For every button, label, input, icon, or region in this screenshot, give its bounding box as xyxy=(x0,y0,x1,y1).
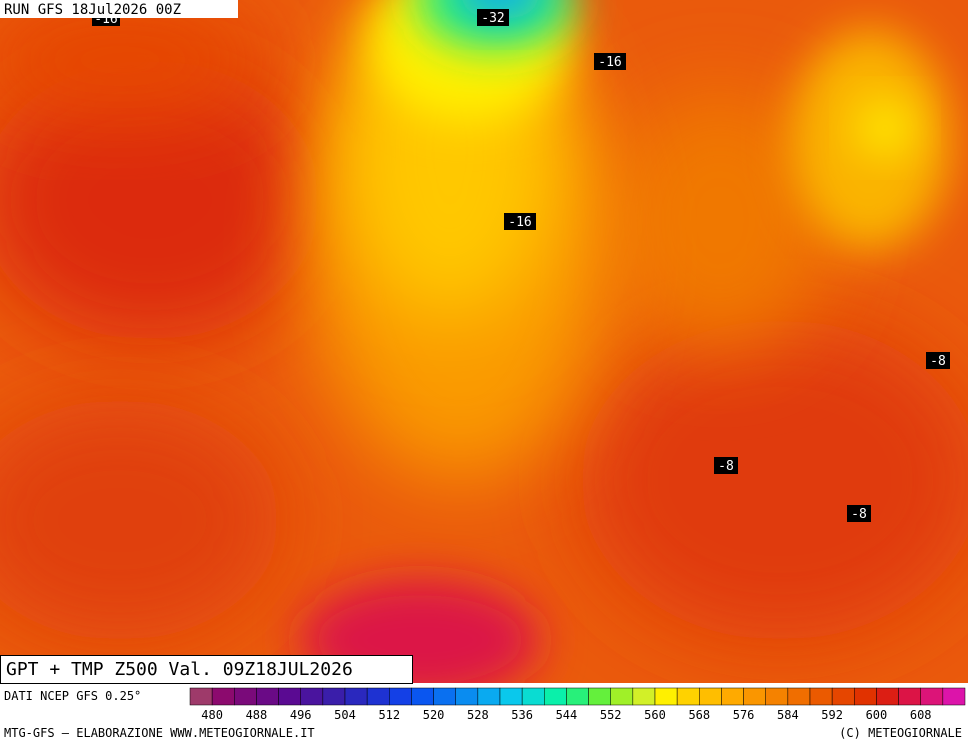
colorbar-label: 576 xyxy=(733,708,755,722)
colorbar-swatch xyxy=(366,687,390,706)
colorbar-label: 536 xyxy=(511,708,533,722)
colorbar-swatch xyxy=(920,687,944,706)
colorbar-label: 528 xyxy=(467,708,489,722)
contour-label: -8 xyxy=(847,505,871,522)
footer-title: GPT + TMP Z500 Val. 09Z18JUL2026 xyxy=(6,659,353,680)
colorbar-swatch xyxy=(499,687,523,706)
colorbar-swatch xyxy=(809,687,833,706)
colorbar-swatch xyxy=(411,687,434,706)
colorbar-label: 480 xyxy=(201,708,223,722)
copyright-label: (C) METEOGIORNALE xyxy=(839,726,962,740)
colorbar-swatch xyxy=(433,687,456,706)
source-label: DATI NCEP GFS 0.25° xyxy=(4,689,141,703)
map-field xyxy=(0,0,968,683)
colorbar-swatch xyxy=(322,687,346,706)
run-label: RUN GFS 18Jul2026 00Z xyxy=(4,2,181,18)
colorbar-label: 520 xyxy=(423,708,445,722)
colorbar-swatch xyxy=(898,687,921,706)
colorbar-swatch xyxy=(211,687,235,706)
colorbar-label: 544 xyxy=(556,708,578,722)
colorbar-label: 608 xyxy=(910,708,932,722)
contour-label: -16 xyxy=(504,213,536,230)
credit-label: MTG-GFS — ELABORAZIONE WWW.METEOGIORNALE… xyxy=(4,726,315,740)
colorbar-swatch xyxy=(566,687,589,706)
contour-label: -32 xyxy=(477,9,509,26)
colorbar-swatch xyxy=(344,687,368,706)
colorbar-swatch xyxy=(189,687,213,706)
colorbar-swatch xyxy=(721,687,744,706)
colorbar-label: 512 xyxy=(378,708,400,722)
colorbar-swatch xyxy=(632,687,656,706)
colorbar-swatch xyxy=(654,687,678,706)
title-box: GPT + TMP Z500 Val. 09Z18JUL2026 xyxy=(0,655,413,684)
colorbar-swatch xyxy=(765,687,789,706)
colorbar-swatch xyxy=(389,687,412,706)
contour-label: -8 xyxy=(714,457,738,474)
colorbar-label: 592 xyxy=(821,708,843,722)
colorbar-swatch xyxy=(234,687,257,706)
colorbar-swatch xyxy=(544,687,567,706)
contour-label-text: -16 xyxy=(508,215,531,230)
contour-label-text: -8 xyxy=(851,507,867,522)
colorbar-swatch xyxy=(610,687,634,706)
colorbar-swatch xyxy=(455,687,479,706)
colorbar-swatch xyxy=(676,687,700,706)
colorbar-swatch xyxy=(787,687,811,706)
header-box: RUN GFS 18Jul2026 00Z xyxy=(0,0,238,18)
colorbar-swatch xyxy=(588,687,611,706)
colorbar-swatch xyxy=(278,687,301,706)
colorbar-label: 488 xyxy=(246,708,268,722)
contour-label-text: -8 xyxy=(930,354,946,369)
colorbar-label: 568 xyxy=(688,708,710,722)
contour-label-text: -8 xyxy=(718,459,734,474)
colorbar-swatch xyxy=(521,687,545,706)
contour-label-text: -32 xyxy=(481,11,504,26)
colorbar: 480 488 496 504 512 520 528 536 544 552 560 568 576 5… xyxy=(189,687,966,722)
colorbar-swatch xyxy=(942,687,966,706)
colorbar-swatch xyxy=(743,687,766,706)
colorbar-swatch xyxy=(300,687,324,706)
colorbar-label: 560 xyxy=(644,708,666,722)
colorbar-label: 552 xyxy=(600,708,622,722)
colorbar-swatch xyxy=(831,687,855,706)
contour-label: -8 xyxy=(926,352,950,369)
colorbar-label: 600 xyxy=(866,708,888,722)
colorbar-swatch xyxy=(477,687,501,706)
colorbar-label: 496 xyxy=(290,708,312,722)
colorbar-swatch xyxy=(256,687,279,706)
colorbar-swatch xyxy=(699,687,722,706)
colorbar-swatch xyxy=(854,687,877,706)
colorbar-label: 504 xyxy=(334,708,356,722)
colorbar-swatch xyxy=(876,687,899,706)
contour-label: -16 xyxy=(594,53,626,70)
colorbar-label: 584 xyxy=(777,708,799,722)
contour-label-text: -16 xyxy=(598,55,621,70)
